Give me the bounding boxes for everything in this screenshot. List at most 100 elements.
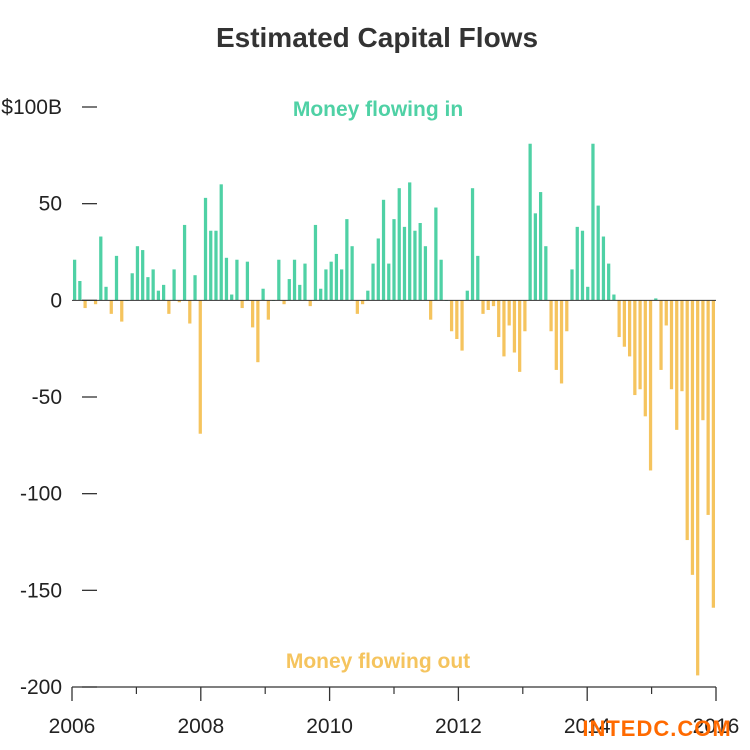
bar-8 — [114, 255, 119, 301]
bar-59 — [381, 199, 386, 301]
bar-21 — [182, 224, 187, 301]
bar-20 — [177, 300, 181, 303]
bar-117 — [685, 300, 689, 541]
bar-70 — [439, 259, 443, 301]
bar-97 — [580, 230, 585, 301]
bar-33 — [245, 261, 250, 301]
axes-group: $100B 50 0 -50 -100 -150 -200 2006 2008 2010 2012 2… — [1, 96, 739, 738]
bar-4 — [93, 300, 98, 305]
bar-103 — [612, 294, 616, 301]
bar-37 — [266, 300, 270, 320]
bar-80 — [491, 300, 496, 307]
bar-110 — [648, 300, 653, 471]
bar-50 — [334, 253, 339, 301]
annotation-money-out: Money flowing out — [286, 650, 470, 673]
bar-86 — [523, 300, 527, 332]
bar-107 — [633, 300, 637, 396]
bar-41 — [287, 279, 291, 301]
x-tick-label-2: 2010 — [306, 715, 353, 738]
bar-40 — [282, 300, 286, 305]
x-tick-label-0: 2006 — [49, 715, 96, 738]
bar-26 — [209, 230, 213, 301]
bar-49 — [329, 261, 333, 301]
bar-36 — [261, 288, 265, 301]
x-tick-label-3: 2012 — [435, 715, 482, 738]
bar-93 — [559, 300, 564, 384]
bar-82 — [502, 300, 506, 357]
bar-119 — [696, 300, 700, 676]
bar-77 — [476, 255, 480, 301]
bar-39 — [277, 259, 281, 301]
bar-61 — [392, 219, 396, 301]
bar-9 — [120, 300, 124, 322]
bar-89 — [538, 192, 543, 301]
bar-118 — [690, 300, 695, 575]
bar-60 — [387, 263, 391, 301]
annotation-money-in: Money flowing in — [293, 98, 463, 121]
bar-58 — [376, 238, 380, 301]
bar-95 — [570, 269, 574, 301]
bar-74 — [460, 300, 464, 351]
bar-57 — [371, 263, 375, 301]
bar-43 — [298, 284, 302, 301]
bar-24 — [198, 300, 202, 434]
bar-113 — [664, 300, 668, 326]
bar-16 — [156, 290, 161, 301]
bar-104 — [617, 300, 621, 338]
watermark-logo: INTEDC.COM — [582, 716, 731, 741]
bar-0 — [72, 259, 77, 301]
bar-31 — [235, 259, 239, 301]
bar-44 — [303, 263, 307, 301]
bar-5 — [99, 236, 103, 301]
bar-18 — [167, 300, 171, 314]
bar-85 — [518, 300, 522, 372]
bars-group — [72, 143, 716, 676]
bar-87 — [528, 143, 532, 301]
bar-67 — [423, 246, 428, 301]
x-tick-label-4: 2014 — [564, 715, 611, 738]
bar-100 — [596, 205, 600, 301]
bar-22 — [188, 300, 192, 324]
bar-14 — [146, 277, 150, 301]
bar-2 — [83, 300, 87, 309]
bar-13 — [141, 250, 145, 301]
bar-25 — [203, 197, 208, 301]
bar-53 — [350, 246, 354, 301]
bar-99 — [591, 143, 595, 301]
bar-51 — [340, 269, 344, 301]
bar-122 — [711, 300, 716, 608]
bar-112 — [659, 300, 663, 370]
bar-30 — [230, 294, 234, 301]
bar-105 — [622, 300, 626, 347]
y-tick-label-3: -50 — [32, 386, 62, 409]
bar-42 — [292, 259, 297, 301]
bar-72 — [449, 300, 454, 332]
bar-56 — [366, 290, 370, 301]
bar-108 — [638, 300, 642, 390]
x-tick-label-5: 2016 — [693, 715, 740, 738]
bar-68 — [429, 300, 433, 320]
bar-35 — [256, 300, 260, 363]
bar-76 — [470, 188, 475, 301]
bar-91 — [549, 300, 553, 332]
bar-12 — [135, 246, 140, 301]
bar-98 — [586, 286, 590, 301]
bar-101 — [601, 236, 606, 301]
bar-55 — [360, 300, 365, 305]
bar-32 — [240, 300, 244, 309]
bar-65 — [413, 230, 417, 301]
y-tick-label-1: 50 — [39, 193, 62, 216]
bar-23 — [193, 275, 197, 301]
bar-54 — [355, 300, 359, 314]
y-tick-label-4: -100 — [20, 483, 62, 506]
bar-62 — [397, 188, 401, 301]
y-tick-label-5: -150 — [20, 579, 62, 602]
bar-1 — [78, 281, 82, 301]
bar-121 — [706, 300, 710, 515]
bar-79 — [486, 300, 490, 310]
bar-73 — [455, 300, 459, 339]
bar-27 — [214, 230, 218, 301]
bar-84 — [512, 300, 517, 353]
